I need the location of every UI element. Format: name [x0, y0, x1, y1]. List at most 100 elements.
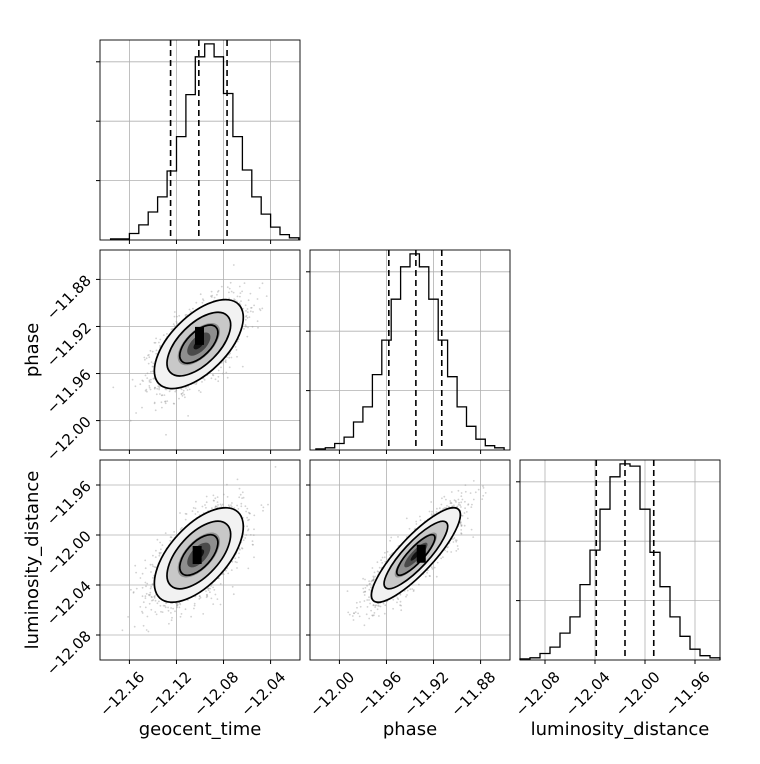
scatter-point — [195, 302, 197, 304]
scatter-point — [359, 601, 361, 603]
scatter-point — [220, 583, 222, 585]
scatter-point — [253, 534, 255, 536]
scatter-point — [171, 536, 173, 538]
y-tick-label: −12.08 — [43, 627, 95, 679]
scatter-point — [180, 528, 182, 530]
scatter-point — [253, 305, 255, 307]
scatter-point — [185, 387, 187, 389]
scatter-point — [135, 412, 137, 414]
scatter-point — [218, 290, 220, 292]
scatter-point — [226, 484, 228, 486]
x-tick-label: −12.08 — [190, 668, 242, 720]
scatter-point — [227, 377, 229, 379]
scatter-point — [242, 366, 244, 368]
scatter-point — [157, 539, 159, 541]
scatter-point — [222, 504, 224, 506]
scatter-point — [156, 350, 158, 352]
scatter-point — [210, 585, 212, 587]
scatter-point — [202, 298, 204, 300]
scatter-point — [148, 631, 150, 633]
scatter-point — [211, 295, 213, 297]
scatter-point — [353, 619, 355, 621]
scatter-point — [384, 556, 386, 558]
scatter-point — [246, 517, 248, 519]
scatter-point — [257, 320, 259, 322]
scatter-point — [149, 592, 151, 594]
scatter-point — [185, 314, 187, 316]
scatter-point — [152, 584, 154, 586]
scatter-point — [259, 308, 261, 310]
scatter-point — [145, 597, 147, 599]
scatter-point — [151, 596, 153, 598]
scatter-point — [464, 512, 466, 514]
scatter-point — [364, 624, 366, 626]
scatter-point — [247, 308, 249, 310]
scatter-point — [239, 488, 241, 490]
scatter-point — [229, 366, 231, 368]
scatter-point — [142, 612, 144, 614]
scatter-point — [155, 600, 157, 602]
scatter-point — [152, 555, 154, 557]
scatter-point — [152, 564, 154, 566]
scatter-point — [247, 317, 249, 319]
scatter-point — [406, 594, 408, 596]
scatter-point — [230, 282, 232, 284]
scatter-point — [134, 565, 136, 567]
y-tick-label: −11.96 — [43, 477, 95, 529]
scatter-point — [142, 595, 144, 597]
scatter-point — [164, 401, 166, 403]
scatter-point — [213, 500, 215, 502]
scatter-point — [221, 286, 223, 288]
scatter-point — [142, 573, 144, 575]
scatter-point — [245, 505, 247, 507]
scatter-point — [202, 506, 204, 508]
scatter-point — [214, 497, 216, 499]
scatter-point — [228, 504, 230, 506]
scatter-point — [160, 605, 162, 607]
scatter-point — [189, 309, 191, 311]
x-tick-label: −12.04 — [562, 668, 614, 720]
scatter-point — [211, 507, 213, 509]
x-ticks: −12.16−12.12−12.08−12.04 — [96, 660, 289, 720]
scatter-point — [247, 530, 249, 532]
scatter-point — [204, 379, 206, 381]
scatter-point — [148, 363, 150, 365]
scatter-point — [173, 323, 175, 325]
scatter-point — [430, 501, 432, 503]
scatter-point — [176, 607, 178, 609]
scatter-point — [169, 540, 171, 542]
histogram-phase — [316, 254, 504, 450]
scatter-point — [239, 286, 241, 288]
scatter-point — [139, 383, 141, 385]
scatter-point — [257, 327, 259, 329]
scatter-point — [174, 610, 176, 612]
scatter-point — [168, 623, 170, 625]
scatter-point — [149, 603, 151, 605]
scatter-point — [149, 379, 151, 381]
scatter-point — [213, 495, 215, 497]
scatter-point — [199, 595, 201, 597]
y-tick-label: −12.04 — [43, 577, 95, 629]
scatter-point — [218, 376, 220, 378]
scatter-point — [168, 610, 170, 612]
scatter-point — [180, 616, 182, 618]
scatter-point — [212, 587, 214, 589]
scatter-point — [217, 380, 219, 382]
scatter-point — [150, 571, 152, 573]
scatter-point — [202, 613, 204, 615]
scatter-point — [237, 296, 239, 298]
scatter-point — [176, 316, 178, 318]
scatter-point — [238, 496, 240, 498]
scatter-point — [246, 508, 248, 510]
scatter-point — [158, 342, 160, 344]
y-tick-label: −12.00 — [43, 413, 95, 465]
scatter-point — [225, 570, 227, 572]
scatter-point — [451, 491, 453, 493]
scatter-point — [233, 593, 235, 595]
scatter-point — [159, 542, 161, 544]
scatter-point — [147, 616, 149, 618]
x-ticks — [129, 450, 270, 454]
scatter-point — [158, 601, 160, 603]
scatter-point — [150, 371, 152, 373]
scatter-point — [225, 372, 227, 374]
